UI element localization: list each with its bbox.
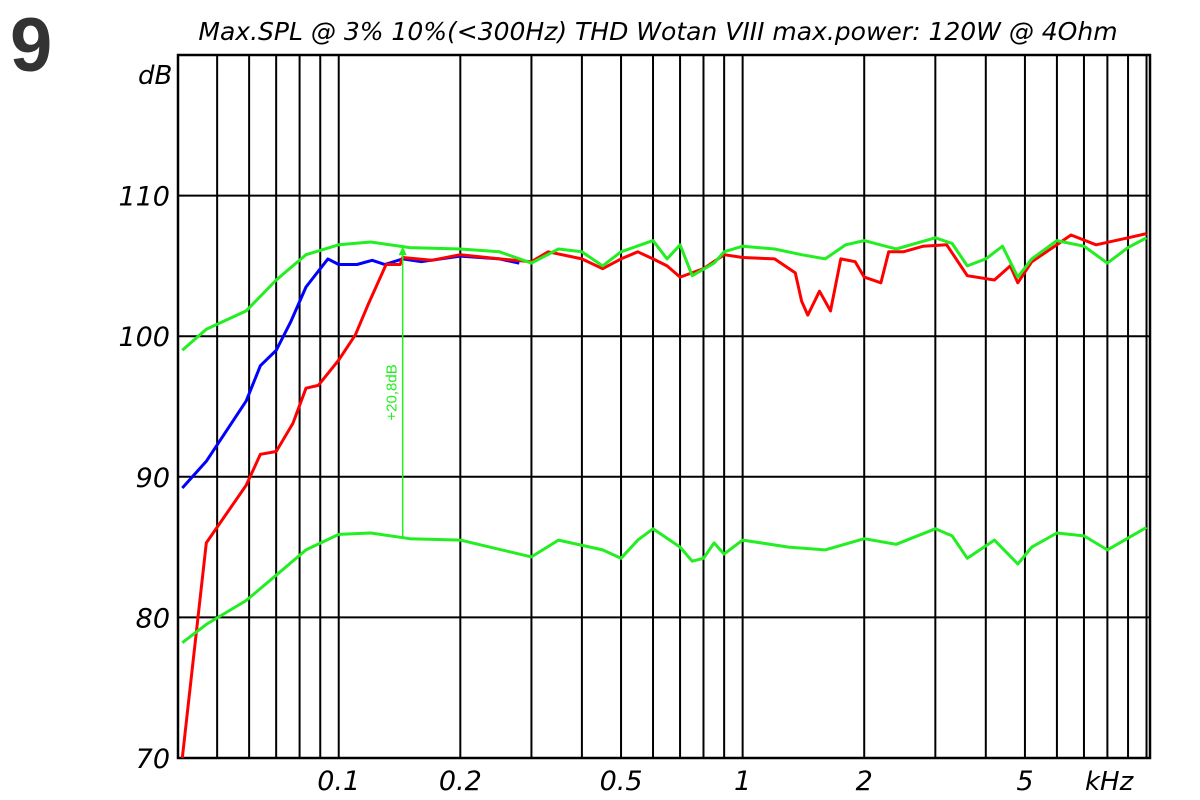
annotation-arrowhead <box>398 246 407 256</box>
y-tick-label: 110 <box>118 182 170 213</box>
x-tick-label: 2 <box>856 766 873 797</box>
x-tick-label: 0.2 <box>439 766 482 797</box>
series-line-2 <box>181 236 1148 352</box>
chart-title: Max.SPL @ 3% 10%(<300Hz) THD Wotan VIII … <box>198 17 1117 46</box>
series-line-1 <box>180 232 1147 759</box>
x-axis-label: kHz <box>1085 767 1135 797</box>
x-tick-label: 0.1 <box>317 766 360 797</box>
x-tick-label: 0.5 <box>600 766 643 797</box>
y-axis-label: dB <box>138 61 172 91</box>
x-tick-label: 1 <box>734 766 751 797</box>
x-tick-label: 5 <box>1016 766 1033 797</box>
series-line-3 <box>181 526 1148 644</box>
annotation-group: +20,8dB <box>384 246 407 539</box>
y-tick-label: 90 <box>136 463 170 494</box>
y-tick-label: 80 <box>136 603 170 634</box>
series-line-0 <box>181 254 520 490</box>
annotation-label: +20,8dB <box>384 364 401 420</box>
plot-frame <box>176 53 1152 760</box>
grid <box>176 53 1152 760</box>
tick-labels: 0.1 0.2 0.5 1 2 5 70 80 90 100 110 <box>118 182 1033 797</box>
y-tick-label: 70 <box>136 744 170 775</box>
series-group <box>180 232 1148 759</box>
page-number: 9 <box>10 3 53 88</box>
y-tick-label: 100 <box>118 322 170 353</box>
